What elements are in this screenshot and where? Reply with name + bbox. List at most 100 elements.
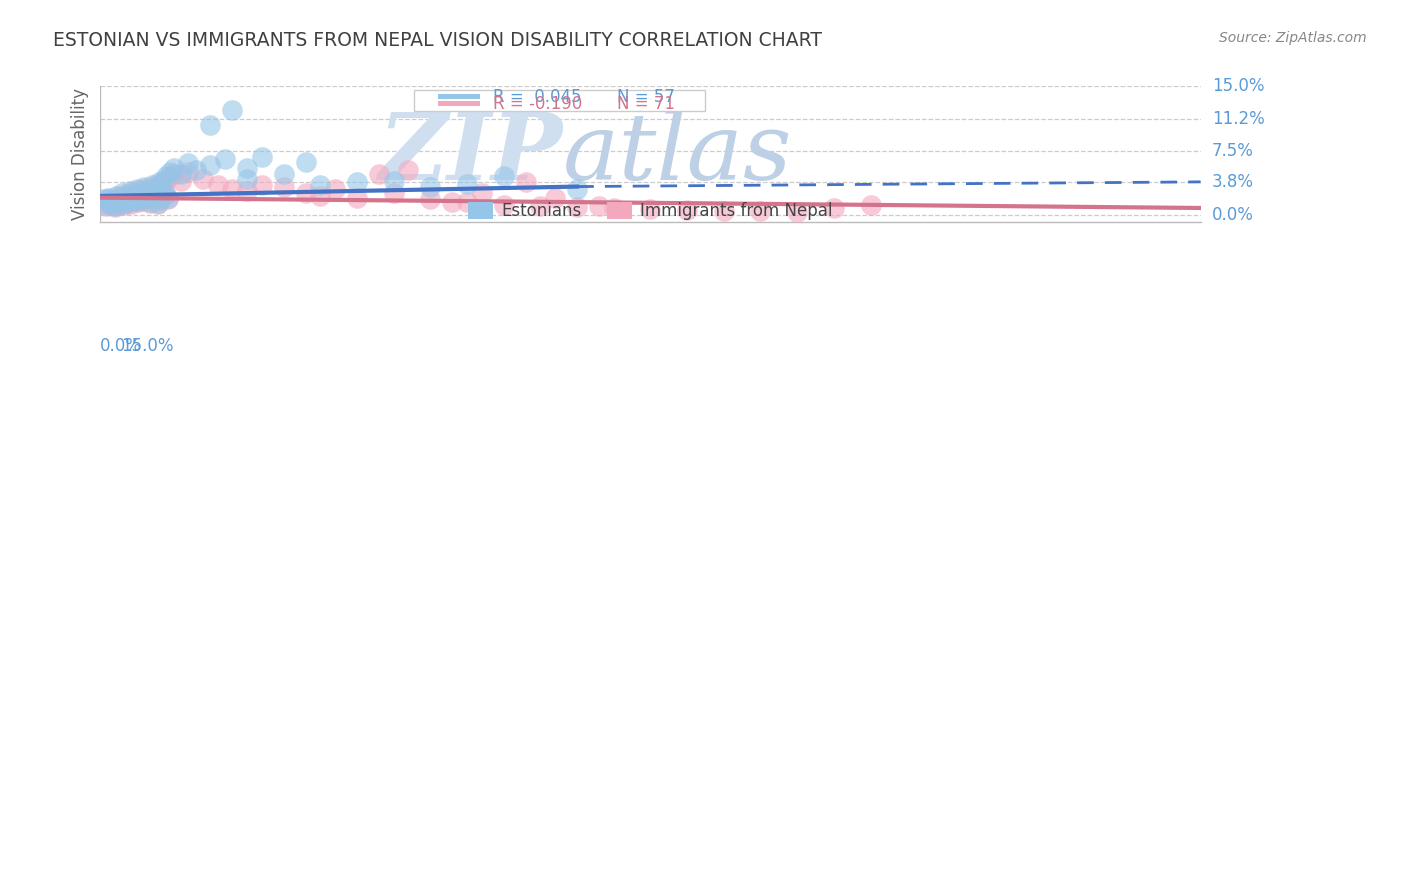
Point xyxy=(142,191,165,205)
Text: 0.0%: 0.0% xyxy=(100,336,142,355)
Point xyxy=(184,163,207,178)
Point xyxy=(163,161,186,175)
Point xyxy=(124,194,146,208)
Text: 0.0%: 0.0% xyxy=(1212,206,1254,224)
Point xyxy=(93,194,115,209)
Point xyxy=(200,158,222,172)
Point xyxy=(96,197,118,211)
Point xyxy=(588,199,610,213)
Point xyxy=(120,194,142,209)
Point xyxy=(323,182,346,196)
Point xyxy=(98,194,121,209)
Point xyxy=(107,195,129,210)
Point xyxy=(221,103,243,118)
Point xyxy=(110,194,132,208)
Point xyxy=(170,173,193,187)
Point xyxy=(100,196,122,211)
Text: R = -0.190: R = -0.190 xyxy=(494,95,582,112)
Point xyxy=(309,178,332,192)
Point xyxy=(368,167,391,181)
Point xyxy=(103,194,125,208)
Point xyxy=(118,186,141,201)
Point xyxy=(149,193,172,207)
Point xyxy=(118,184,141,198)
FancyBboxPatch shape xyxy=(439,95,479,99)
Text: Source: ZipAtlas.com: Source: ZipAtlas.com xyxy=(1219,31,1367,45)
Point xyxy=(112,197,135,211)
Point xyxy=(156,192,179,206)
Point xyxy=(294,186,316,201)
Point xyxy=(382,173,405,187)
Point xyxy=(177,165,200,179)
Text: 11.2%: 11.2% xyxy=(1212,110,1264,128)
Point xyxy=(492,169,515,184)
Point xyxy=(111,186,134,201)
Point xyxy=(236,161,259,175)
Text: atlas: atlas xyxy=(562,109,792,199)
Point xyxy=(93,193,115,207)
Point xyxy=(382,186,405,201)
Point xyxy=(177,156,200,170)
Point xyxy=(155,169,177,184)
Point xyxy=(145,184,167,198)
Point xyxy=(124,192,146,206)
Point xyxy=(396,163,419,178)
Point xyxy=(111,189,134,203)
Point xyxy=(135,193,157,207)
Point xyxy=(565,182,588,196)
Point xyxy=(105,191,128,205)
Point xyxy=(565,200,588,214)
Y-axis label: Vision Disability: Vision Disability xyxy=(72,88,89,220)
FancyBboxPatch shape xyxy=(439,101,479,106)
Point xyxy=(155,173,177,187)
Point xyxy=(146,195,169,210)
Point xyxy=(117,194,139,208)
Point xyxy=(128,194,150,208)
Point xyxy=(122,190,145,204)
Text: R =  0.045: R = 0.045 xyxy=(494,87,582,106)
Point xyxy=(207,178,229,192)
Point xyxy=(112,196,135,211)
Point xyxy=(107,197,129,211)
Point xyxy=(823,201,845,215)
Text: 15.0%: 15.0% xyxy=(121,336,174,355)
Point xyxy=(134,180,156,194)
Point xyxy=(132,193,155,207)
Point xyxy=(456,194,478,209)
Point xyxy=(146,196,169,211)
Text: N = 71: N = 71 xyxy=(617,95,675,112)
Point xyxy=(132,194,155,208)
Text: ESTONIAN VS IMMIGRANTS FROM NEPAL VISION DISABILITY CORRELATION CHART: ESTONIAN VS IMMIGRANTS FROM NEPAL VISION… xyxy=(53,31,823,50)
Point xyxy=(236,172,259,186)
Point xyxy=(148,175,170,189)
Point xyxy=(153,186,176,201)
Point xyxy=(104,199,127,213)
Legend: Estonians, Immigrants from Nepal: Estonians, Immigrants from Nepal xyxy=(461,195,839,227)
Point xyxy=(214,152,236,166)
Point xyxy=(96,199,118,213)
Point xyxy=(221,182,243,196)
Point xyxy=(134,182,156,196)
Point xyxy=(346,191,368,205)
Point xyxy=(250,150,273,164)
Point xyxy=(170,167,193,181)
Point xyxy=(152,173,174,187)
Point xyxy=(152,175,174,189)
Point xyxy=(419,193,441,207)
Point xyxy=(122,188,145,202)
Point xyxy=(103,194,125,209)
Point xyxy=(139,195,162,210)
Point xyxy=(859,197,882,211)
Point xyxy=(603,201,626,215)
Point xyxy=(139,194,162,209)
Point xyxy=(529,199,551,213)
Point xyxy=(419,180,441,194)
Point xyxy=(273,167,295,181)
Point xyxy=(273,180,295,194)
Point xyxy=(676,202,699,217)
Point xyxy=(153,188,176,202)
Text: 15.0%: 15.0% xyxy=(1212,78,1264,95)
Text: ZIP: ZIP xyxy=(378,109,562,199)
FancyBboxPatch shape xyxy=(413,90,706,112)
Point xyxy=(117,194,139,209)
